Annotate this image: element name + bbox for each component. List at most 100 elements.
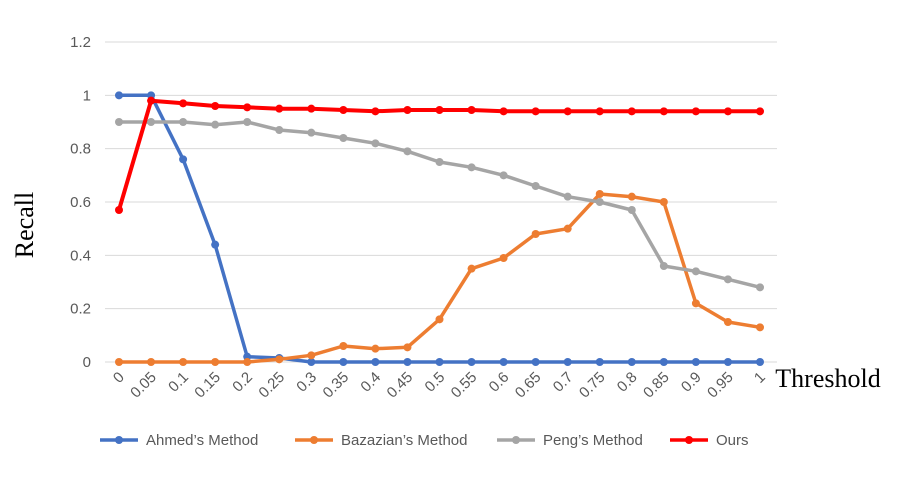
x-tick-label: 0.05 [127,369,160,402]
legend-swatch-marker [115,436,123,444]
data-point [627,358,636,366]
data-point [691,299,700,308]
data-point [499,358,508,366]
data-point [179,99,188,108]
data-point [147,118,156,126]
legend-label: Peng’s Method [543,432,643,449]
x-tick-label: 0.75 [576,369,609,402]
data-point [371,139,380,148]
data-point [339,134,348,142]
data-point [435,315,444,324]
x-tick-label: 0.15 [191,369,224,402]
y-tick-label: 0.4 [70,247,91,264]
series-0 [115,91,764,366]
data-point [531,358,540,366]
data-point [691,107,700,116]
data-point [275,104,284,113]
data-point [659,358,668,366]
x-tick-label: 0.4 [357,369,384,396]
x-tick-label: 0.8 [614,369,641,396]
data-point [531,182,540,190]
data-point [307,358,316,366]
data-point [563,107,572,116]
series-3 [115,96,764,214]
legend-item: Bazazian’s Method [295,432,467,449]
data-point [211,358,220,366]
data-point [403,106,412,114]
legend-item: Ours [670,432,749,449]
data-point [467,163,476,172]
data-point [595,198,604,206]
data-point [723,107,732,116]
x-tick-label: 0.3 [293,369,320,396]
data-point [115,358,123,366]
data-point [756,283,764,292]
data-point [563,358,572,366]
y-tick-labels: 0 0.2 0.4 0.6 0.8 1 1.2 [70,34,91,371]
data-point [115,118,123,126]
x-tick-label: 0.5 [422,369,449,396]
legend-swatch-marker [512,436,520,444]
data-point [499,171,508,180]
data-point [435,358,444,366]
x-tick-label: 0.2 [229,369,256,396]
series-line [117,98,762,212]
data-point [211,240,220,249]
data-point [659,198,668,206]
data-point [339,358,348,366]
data-point [499,107,508,116]
data-point [115,206,123,214]
legend: Ahmed’s Method Bazazian’s Method Peng’s Me… [100,432,749,449]
legend-item: Peng’s Method [497,432,643,449]
data-point [307,351,316,360]
legend-label: Ours [716,432,749,449]
data-point [339,342,348,350]
data-point [627,192,636,201]
data-point [691,358,700,366]
data-point [243,358,252,366]
data-point [627,107,636,116]
data-point [467,106,476,114]
data-point [435,106,444,114]
data-point [371,344,380,353]
x-tick-label: 0.85 [640,369,673,402]
data-point [595,107,604,116]
data-point [595,190,604,198]
data-point [211,120,220,129]
data-point [723,358,732,366]
data-point [179,358,188,366]
legend-item: Ahmed’s Method [100,432,258,449]
legend-label: Ahmed’s Method [146,432,258,449]
x-tick-labels: 0 0.05 0.1 0.15 0.2 0.25 0.3 0.35 0.4 0.45 0.5 0.55… [110,369,769,402]
y-tick-label: 0.2 [70,301,91,318]
y-tick-label: 1.2 [70,34,91,51]
data-point [179,155,188,164]
data-point [467,358,476,366]
legend-swatch-marker [685,436,693,444]
data-point [563,224,572,233]
data-point [403,343,412,352]
data-point [147,358,156,366]
x-tick-label: 0.45 [384,369,417,402]
data-point [723,275,732,284]
data-point [243,103,252,112]
data-point [403,358,412,366]
data-point [211,102,220,110]
data-point [307,128,316,137]
y-axis-title: Recall [10,192,39,258]
data-point [659,262,668,270]
x-tick-label: 0.95 [704,369,737,402]
x-tick-label: 0.9 [678,369,705,396]
data-point [723,318,732,326]
data-point [371,358,380,366]
y-tick-label: 0.6 [70,194,91,211]
data-point [275,355,284,364]
y-tick-label: 0.8 [70,141,91,158]
x-tick-label: 0.1 [165,369,192,396]
legend-label: Bazazian’s Method [341,432,467,449]
data-point [531,107,540,116]
data-point [595,358,604,366]
data-point [659,107,668,116]
data-point [243,118,252,126]
